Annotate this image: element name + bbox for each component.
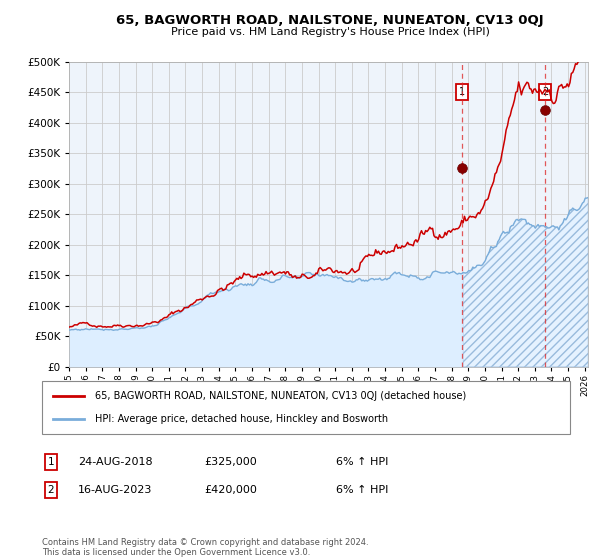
Text: 24-AUG-2018: 24-AUG-2018 — [78, 457, 152, 467]
Text: £325,000: £325,000 — [204, 457, 257, 467]
Text: HPI: Average price, detached house, Hinckley and Bosworth: HPI: Average price, detached house, Hinc… — [95, 414, 388, 424]
Text: Price paid vs. HM Land Registry's House Price Index (HPI): Price paid vs. HM Land Registry's House … — [170, 27, 490, 37]
Text: Contains HM Land Registry data © Crown copyright and database right 2024.
This d: Contains HM Land Registry data © Crown c… — [42, 538, 368, 557]
Text: 2: 2 — [47, 485, 55, 495]
Text: 6% ↑ HPI: 6% ↑ HPI — [336, 457, 388, 467]
Text: 1: 1 — [47, 457, 55, 467]
Text: 65, BAGWORTH ROAD, NAILSTONE, NUNEATON, CV13 0QJ: 65, BAGWORTH ROAD, NAILSTONE, NUNEATON, … — [116, 14, 544, 27]
Text: 16-AUG-2023: 16-AUG-2023 — [78, 485, 152, 495]
Text: 65, BAGWORTH ROAD, NAILSTONE, NUNEATON, CV13 0QJ (detached house): 65, BAGWORTH ROAD, NAILSTONE, NUNEATON, … — [95, 391, 466, 401]
Text: £420,000: £420,000 — [204, 485, 257, 495]
Text: 6% ↑ HPI: 6% ↑ HPI — [336, 485, 388, 495]
Text: 2: 2 — [542, 87, 548, 97]
FancyBboxPatch shape — [42, 381, 570, 434]
Text: 1: 1 — [460, 87, 466, 97]
